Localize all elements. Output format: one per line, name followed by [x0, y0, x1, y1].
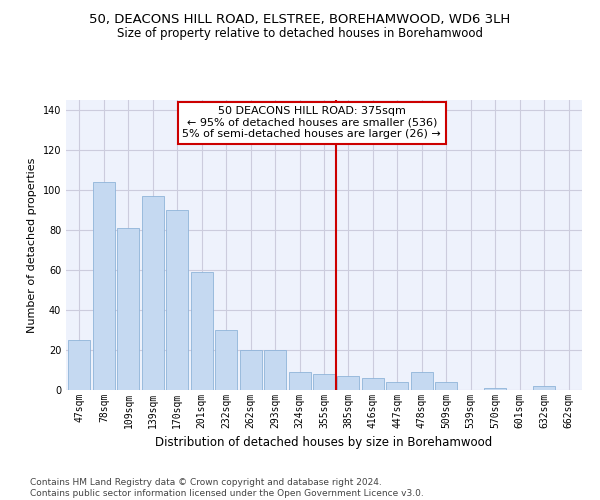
Bar — [289, 372, 311, 390]
Bar — [313, 374, 335, 390]
Bar — [362, 378, 384, 390]
X-axis label: Distribution of detached houses by size in Borehamwood: Distribution of detached houses by size … — [155, 436, 493, 450]
Bar — [118, 228, 139, 390]
Bar — [484, 388, 506, 390]
Text: Size of property relative to detached houses in Borehamwood: Size of property relative to detached ho… — [117, 28, 483, 40]
Bar — [239, 350, 262, 390]
Bar — [215, 330, 237, 390]
Text: 50 DEACONS HILL ROAD: 375sqm
← 95% of detached houses are smaller (536)
5% of se: 50 DEACONS HILL ROAD: 375sqm ← 95% of de… — [182, 106, 441, 139]
Bar — [142, 196, 164, 390]
Bar — [411, 372, 433, 390]
Text: 50, DEACONS HILL ROAD, ELSTREE, BOREHAMWOOD, WD6 3LH: 50, DEACONS HILL ROAD, ELSTREE, BOREHAMW… — [89, 12, 511, 26]
Text: Contains HM Land Registry data © Crown copyright and database right 2024.
Contai: Contains HM Land Registry data © Crown c… — [30, 478, 424, 498]
Bar — [386, 382, 409, 390]
Bar — [435, 382, 457, 390]
Bar — [93, 182, 115, 390]
Bar — [337, 376, 359, 390]
Bar — [166, 210, 188, 390]
Bar — [264, 350, 286, 390]
Bar — [191, 272, 213, 390]
Bar — [533, 386, 555, 390]
Bar — [68, 340, 91, 390]
Y-axis label: Number of detached properties: Number of detached properties — [27, 158, 37, 332]
